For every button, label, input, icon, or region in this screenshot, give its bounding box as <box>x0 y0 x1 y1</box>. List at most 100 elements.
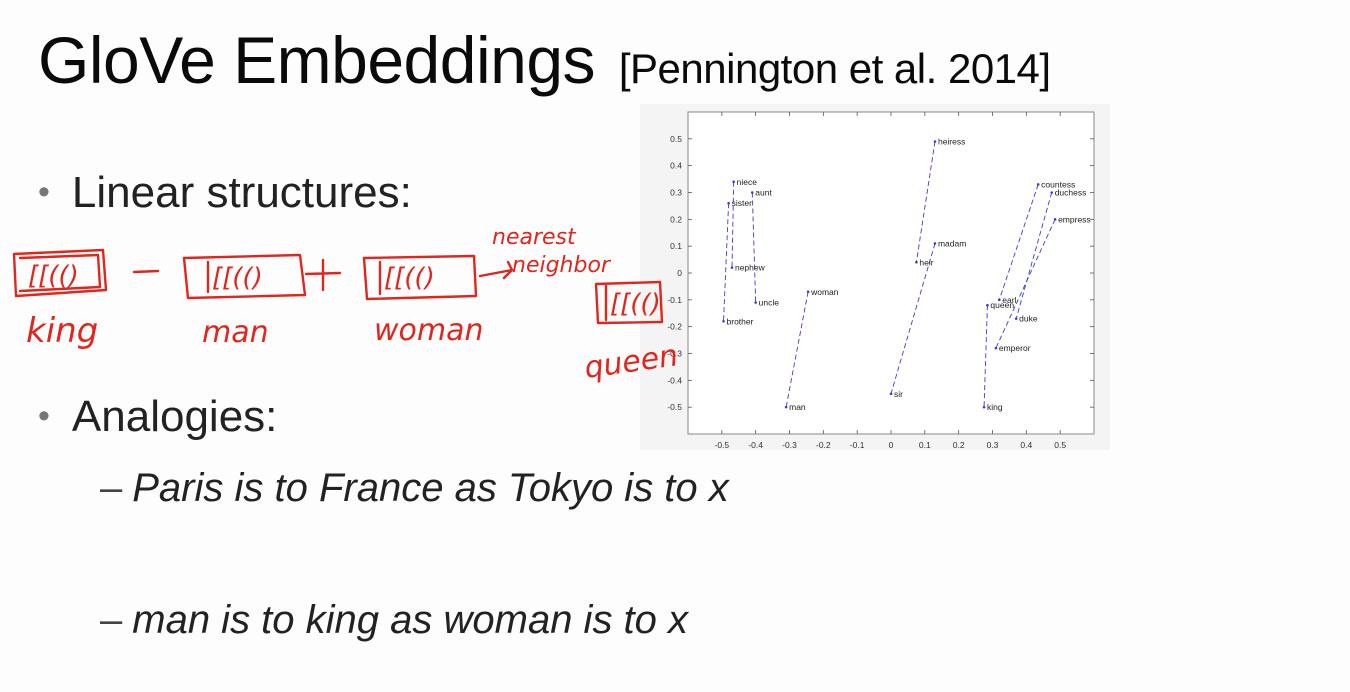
point-label-duchess: duchess <box>1055 188 1087 198</box>
y-tick-label: 0.4 <box>670 161 682 171</box>
bullet-analogies: • Analogies: <box>38 392 277 442</box>
x-tick-label: 0.4 <box>1020 440 1032 450</box>
ink-plus <box>304 258 342 292</box>
point-uncle <box>754 301 757 304</box>
ink-arrow <box>478 260 514 280</box>
y-tick-label: 0.1 <box>670 241 682 251</box>
ink-label-woman: woman <box>374 313 484 348</box>
pair-line-woman-man <box>785 291 809 408</box>
point-label-queen: queen <box>990 300 1014 310</box>
point-label-earl: earl <box>1002 295 1016 305</box>
point-earl <box>997 298 1001 302</box>
x-tick-label: 0 <box>889 440 894 450</box>
point-label-duke: duke <box>1019 314 1038 324</box>
y-tick-label: 0.2 <box>670 214 682 224</box>
point-queen <box>986 303 989 307</box>
ink-plus-label: + <box>0 0 1 1</box>
pair-line-niece-nephew <box>731 181 735 268</box>
point-label-uncle: uncle <box>759 298 780 308</box>
point-label-heiress: heiress <box>938 137 965 147</box>
point-king <box>982 405 986 409</box>
ink-box-woman <box>362 254 478 301</box>
bullet-dot: • <box>38 397 50 435</box>
x-tick-label: -0.3 <box>782 440 797 450</box>
point-empress <box>1053 218 1057 221</box>
glove-scatter-plot: -0.5 -0.4 -0.3 -0.2 -0.1 0 0.1 0.2 0.3 0.4 0.5 0.5 0… <box>640 104 1110 450</box>
point-label-niece: niece <box>737 177 758 187</box>
point-sister <box>727 201 730 205</box>
x-tick-label: -0.5 <box>715 440 730 450</box>
point-label-emperor: emperor <box>999 343 1031 353</box>
point-label-nephew: nephew <box>735 263 766 273</box>
bullet-text: Analogies: <box>71 392 278 441</box>
point-brother <box>722 320 725 323</box>
ink-scribble-queen: [[(() <box>610 289 661 319</box>
point-duchess <box>1050 191 1054 194</box>
ink-label-queen: queen <box>582 338 680 386</box>
y-tick-label: 0.5 <box>670 134 682 144</box>
x-tick-label: 0.1 <box>919 440 931 450</box>
point-madam <box>933 242 937 245</box>
ink-label-man: man <box>202 315 269 350</box>
ink-scribble-man: [[(() <box>212 263 263 293</box>
ink-scribble-king: [[(() <box>28 261 79 291</box>
bullet-linear-structures: • Linear structures: <box>38 168 412 218</box>
x-tick-label: 0.3 <box>987 440 999 450</box>
dash: – <box>100 466 123 510</box>
point-nephew <box>730 266 734 269</box>
pair-line-heiress-heir <box>915 141 936 263</box>
point-label-king: king <box>987 402 1003 412</box>
point-heiress <box>933 140 937 143</box>
point-label-sir: sir <box>894 389 903 399</box>
point-man <box>784 405 788 409</box>
point-emperor <box>994 346 998 350</box>
pair-line-madam-sir <box>890 243 936 394</box>
y-tick-label: -0.1 <box>667 295 682 305</box>
y-tick-label: -0.2 <box>667 322 682 332</box>
x-tick-label: 0.2 <box>953 440 965 450</box>
ink-box-man <box>182 253 307 300</box>
citation: [Pennington et al. 2014] <box>618 45 1051 92</box>
x-tick-label: 0.5 <box>1054 440 1066 450</box>
point-duke <box>1014 317 1018 320</box>
y-tick-label: -0.5 <box>667 402 682 412</box>
point-label-woman: woman <box>810 287 839 297</box>
point-aunt <box>750 191 754 194</box>
pair-line-aunt-uncle <box>751 192 757 303</box>
analogy-man-king: – man is to king as woman is to x <box>100 598 688 643</box>
y-tick-label: 0 <box>677 268 682 278</box>
pair-line-sister-brother <box>723 203 730 322</box>
ink-scribble-woman: [[(() <box>384 263 435 293</box>
point-label-heir: heir <box>919 257 933 267</box>
analogy-paris-tokyo: – Paris is to France as Tokyo is to x <box>100 466 729 511</box>
point-heir <box>915 260 918 264</box>
analogy-text: man is to king as woman is to x <box>132 598 689 642</box>
point-label-countess: countess <box>1041 179 1075 189</box>
point-label-man: man <box>789 402 806 412</box>
analogy-text: Paris is to France as Tokyo is to x <box>132 466 729 510</box>
pair-line-countess-earl <box>998 184 1039 300</box>
slide-title: GloVe Embeddings [Pennington et al. 2014… <box>38 22 1051 98</box>
ink-label-king: king <box>26 311 98 351</box>
point-niece <box>732 180 735 184</box>
ink-minus <box>132 269 160 274</box>
bullet-dot: • <box>38 173 50 211</box>
dash: – <box>100 598 123 642</box>
y-tick-label: -0.3 <box>667 349 682 359</box>
ink-note-nearest-neighbor: nearest neighbor <box>492 225 612 278</box>
point-woman <box>806 290 810 294</box>
pair-line-duchess-duke <box>1015 192 1053 319</box>
point-label-madam: madam <box>938 238 966 248</box>
title-text: GloVe Embeddings <box>38 23 596 97</box>
point-label-empress: empress <box>1058 214 1091 224</box>
ink-box-queen <box>594 280 664 325</box>
y-tick-label: -0.4 <box>667 375 682 385</box>
ink-box-king <box>12 248 108 298</box>
ink-minus-label: − <box>0 0 1 1</box>
y-tick-label: 0.3 <box>670 188 682 198</box>
plot-axes-frame <box>687 111 1095 435</box>
x-tick-label: -0.2 <box>816 440 831 450</box>
point-countess <box>1036 183 1040 186</box>
